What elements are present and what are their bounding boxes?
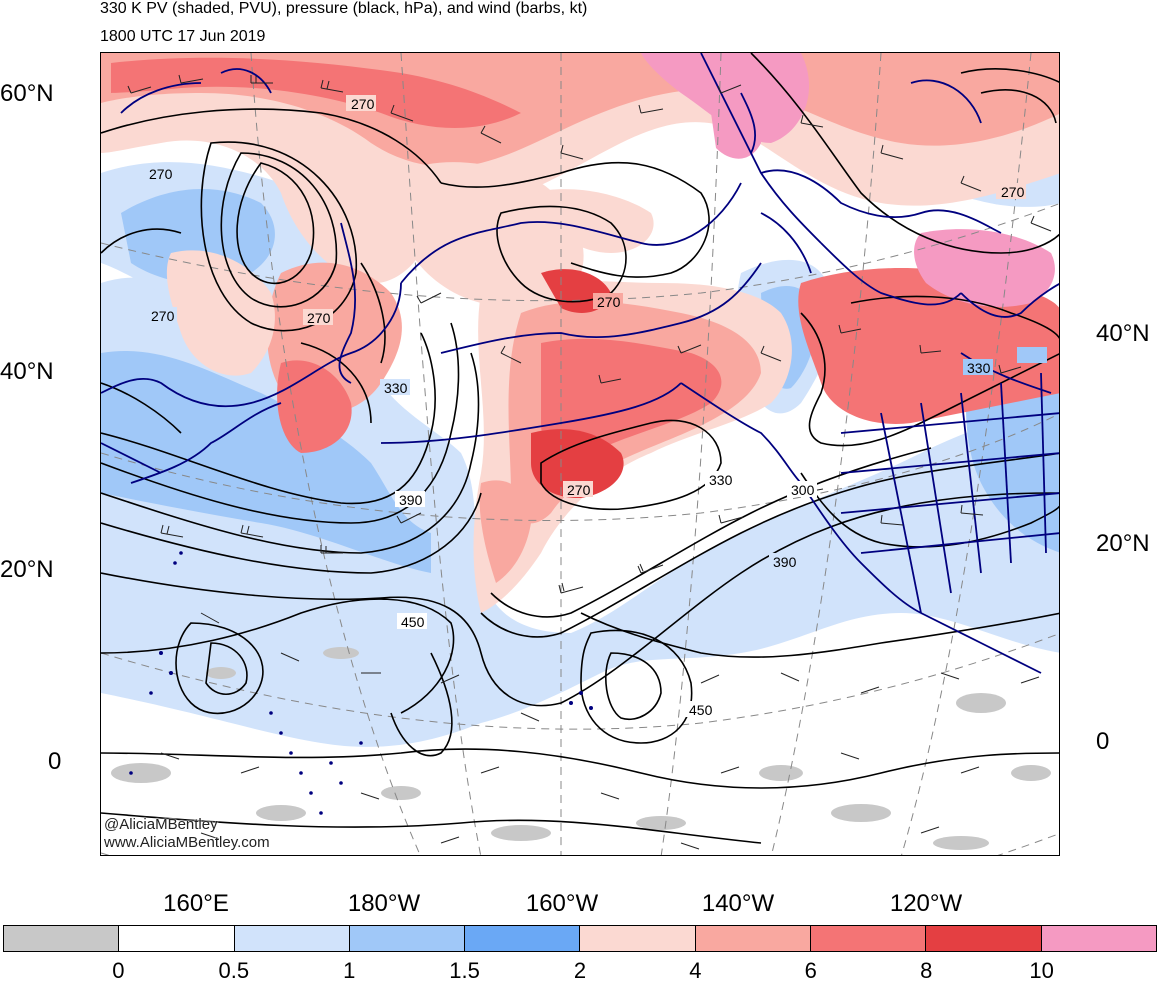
- map-timestamp: 1800 UTC 17 Jun 2019: [100, 28, 266, 45]
- lat-label-20n-right: 20°N: [1096, 530, 1150, 557]
- contour-label: 390: [773, 554, 797, 570]
- colorbar-segment: [1041, 926, 1156, 951]
- colorbar-tick-label: 0: [112, 958, 125, 983]
- colorbar-tick-label: 1: [343, 958, 356, 983]
- lat-label-20n: 20°N: [0, 556, 54, 583]
- contour-label: 270: [1001, 184, 1025, 200]
- colorbar-segment: [4, 926, 120, 951]
- contour-label: 300: [791, 482, 815, 498]
- contour-label: 270: [567, 482, 591, 498]
- pv-shading-gray: [111, 647, 1051, 850]
- colorbar-segment: [695, 926, 812, 951]
- colorbar-tick-label: 2: [573, 958, 587, 983]
- lat-label-0-right: 0: [1096, 728, 1110, 755]
- contour-label: 450: [401, 614, 425, 630]
- contour-label: 390: [399, 492, 423, 508]
- colorbar-tick-label: 10: [1029, 958, 1054, 983]
- colorbar-segment: [349, 926, 466, 951]
- pacific-islands: [129, 551, 593, 815]
- credit-website: www.AliciaMBentley.com: [104, 834, 270, 851]
- contour-labels: 270 270 270 270 270 270 270 330 330 330 …: [145, 95, 1047, 718]
- colorbar-tick-label: 1.5: [449, 958, 480, 983]
- colorbar-segment: [119, 926, 235, 951]
- colorbar-segment: [465, 926, 581, 951]
- lon-label-160w: 160°W: [525, 890, 599, 917]
- lon-label-180w: 180°W: [347, 890, 421, 917]
- map-title: 330 K PV (shaded, PVU), pressure (black,…: [100, 0, 588, 17]
- colorbar-tick-label: 6: [804, 958, 817, 983]
- lat-label-40n: 40°N: [0, 358, 54, 385]
- coastlines: [101, 53, 1059, 674]
- contour-label: 330: [384, 380, 408, 396]
- wind-barbs: [127, 74, 1052, 850]
- contour-label: 330: [967, 360, 991, 376]
- pv-shading-red: [101, 53, 1059, 613]
- map-plot-area: 270 270 270 270 270 270 270 330 330 330 …: [100, 52, 1060, 856]
- credit-handle: @AliciaMBentley: [104, 816, 218, 833]
- lon-label-140w: 140°W: [701, 890, 775, 917]
- contour-label: 270: [597, 294, 621, 310]
- pressure-contours: [101, 53, 1059, 844]
- contour-label: 270: [149, 166, 173, 182]
- colorbar: [3, 925, 1157, 952]
- colorbar-tick-label: 4: [689, 958, 702, 983]
- contour-label: 330: [709, 472, 733, 488]
- colorbar-segment: [234, 926, 350, 951]
- map-canvas: 270 270 270 270 270 270 270 330 330 330 …: [101, 53, 1059, 855]
- colorbar-tick-label: 8: [920, 958, 933, 983]
- contour-label: 270: [351, 96, 375, 112]
- colorbar-segment: [811, 926, 927, 951]
- lon-label-160e: 160°E: [163, 890, 229, 917]
- contour-label: 270: [151, 308, 175, 324]
- contour-label: 270: [307, 310, 331, 326]
- colorbar-segment: [926, 926, 1042, 951]
- colorbar-segment: [580, 926, 696, 951]
- lat-label-40n-right: 40°N: [1096, 320, 1150, 347]
- graticule: [101, 53, 1059, 855]
- lat-label-0: 0: [48, 748, 62, 775]
- lat-label-60n: 60°N: [0, 80, 54, 107]
- lon-label-120w: 120°W: [889, 890, 963, 917]
- contour-label: 450: [689, 702, 713, 718]
- colorbar-tick-label: 0.5: [218, 958, 250, 983]
